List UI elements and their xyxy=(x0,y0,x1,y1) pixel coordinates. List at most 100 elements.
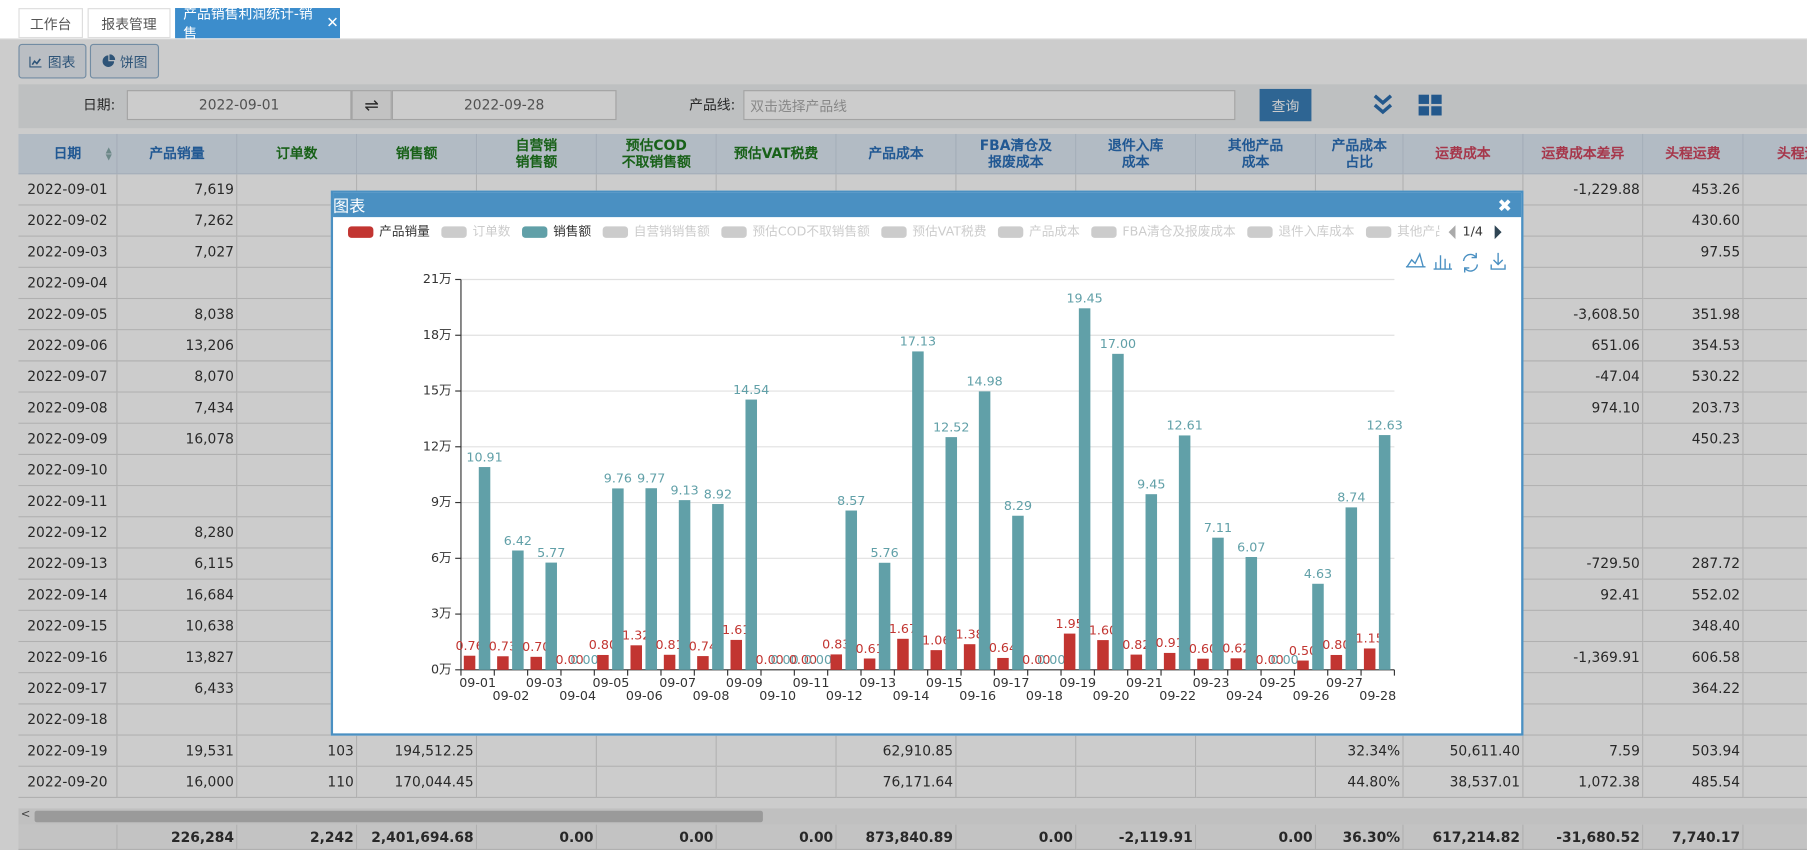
scroll-thumb[interactable] xyxy=(34,810,763,823)
column-header[interactable]: 运费成本差异 xyxy=(1523,133,1644,175)
scroll-arrow[interactable]: < xyxy=(20,808,31,822)
column-header[interactable]: 预估COD 不取销售额 xyxy=(596,133,717,175)
table-cell: 354.53 xyxy=(1643,330,1744,362)
data-label: 9.76 xyxy=(604,471,632,486)
table-cell xyxy=(956,766,1077,799)
collapse-icon[interactable] xyxy=(1371,92,1394,117)
table-cell: 530.22 xyxy=(1643,361,1744,393)
total-cell: 36.30% xyxy=(1316,824,1404,850)
tab[interactable]: 工作台 xyxy=(18,8,83,39)
data-label: 8.74 xyxy=(1337,490,1365,505)
bar xyxy=(878,562,891,670)
column-header[interactable]: 退件入库 成本 xyxy=(1076,133,1197,175)
tab[interactable]: 报表管理 xyxy=(87,8,171,39)
bar-tool[interactable] xyxy=(1433,255,1453,270)
bar xyxy=(745,399,758,670)
x-tick-label: 09-20 xyxy=(1093,688,1130,703)
legend: 产品销量 订单数 销售额 自营销销售额 预估COD不取销售额 预估VAT税费 产品成本 FBA… xyxy=(348,224,1524,239)
table-cell xyxy=(1643,517,1744,549)
table-cell: 2022-09-16 xyxy=(18,642,118,674)
data-label: 5.77 xyxy=(537,545,565,560)
legend-item[interactable]: 销售额 xyxy=(522,224,591,239)
pie-button[interactable]: 饼图 xyxy=(89,43,160,79)
data-label: 17.13 xyxy=(900,334,936,349)
legend-item[interactable]: 预估VAT税费 xyxy=(881,224,986,239)
chart-button[interactable]: 图表 xyxy=(18,43,87,79)
legend-item[interactable]: 其他产品成本 xyxy=(1365,224,1473,239)
y-tick-label: 6万 xyxy=(431,550,452,565)
legend-next[interactable] xyxy=(1494,225,1502,240)
legend-label: 产品销量 xyxy=(379,224,430,239)
column-header[interactable]: 产品成本 占比 xyxy=(1316,133,1404,175)
data-label: 12.63 xyxy=(1367,417,1403,432)
table-cell xyxy=(1523,267,1644,300)
legend-item[interactable]: 退件入库成本 xyxy=(1485,224,1524,239)
column-header[interactable]: 销售额 xyxy=(357,133,478,175)
total-cell: 2,242 xyxy=(237,824,358,850)
date-to-input[interactable]: 2022-09-28 xyxy=(391,90,617,121)
legend-item[interactable]: 产品成本 xyxy=(997,224,1080,239)
column-header[interactable]: 订单数 xyxy=(237,133,358,175)
table-cell xyxy=(1523,455,1644,487)
tab-active[interactable]: 产品销售利润统计-销售 ✕ xyxy=(175,6,340,42)
bar xyxy=(678,500,691,670)
modal-close[interactable]: ✖ xyxy=(1497,194,1512,216)
column-header[interactable]: 运费成本 xyxy=(1403,133,1524,175)
data-label: 5.76 xyxy=(870,545,898,560)
legend-swatch xyxy=(881,226,907,238)
column-header[interactable]: 产品销量 xyxy=(117,133,238,175)
column-header[interactable]: 头程运费 xyxy=(1743,133,1807,175)
sort-icon[interactable]: ▲ ▼ xyxy=(105,145,112,162)
column-header[interactable]: 自营销 销售额 xyxy=(477,133,597,175)
total-cell: 873,840.89 xyxy=(836,824,957,850)
table-cell: 103 xyxy=(237,735,358,767)
legend-item[interactable]: 退件入库成本 xyxy=(1247,224,1355,239)
legend-item[interactable]: FBA清仓及报废成本 xyxy=(1091,224,1236,239)
bar xyxy=(463,655,476,670)
table-cell: 2022-09-05 xyxy=(18,299,118,331)
table-cell xyxy=(1743,392,1807,424)
swap-button[interactable]: ⇌ xyxy=(351,90,392,121)
save-tool[interactable] xyxy=(1490,252,1506,270)
toolbox xyxy=(1405,252,1506,273)
table-cell: 16,078 xyxy=(117,423,238,456)
table-cell xyxy=(716,766,837,799)
table-cell: 453.26 xyxy=(1643,174,1744,206)
data-label: 1.06 xyxy=(922,632,950,647)
bar xyxy=(963,644,976,670)
legend-item[interactable]: 订单数 xyxy=(441,224,511,239)
legend-item[interactable]: 产品销量 xyxy=(348,224,430,239)
tab-close[interactable]: ✕ xyxy=(326,14,339,32)
total-cell: 0.00 xyxy=(956,824,1077,850)
column-header[interactable]: 其他产品 成本 xyxy=(1196,133,1317,175)
date-from-input[interactable]: 2022-09-01 xyxy=(126,90,352,121)
table-cell xyxy=(956,735,1077,767)
y-tick-label: 18万 xyxy=(423,327,452,342)
legend-item[interactable]: 自营销销售额 xyxy=(602,224,710,239)
table-cell xyxy=(1743,610,1807,643)
data-label: 1.38 xyxy=(956,626,984,641)
column-header[interactable]: 产品成本 xyxy=(836,133,957,175)
column-header[interactable]: 头程运费 xyxy=(1643,133,1744,175)
legend-prev[interactable] xyxy=(1448,225,1456,240)
column-header[interactable]: 日期 ▲ ▼ xyxy=(18,133,118,175)
product-line-input[interactable]: 双击选择产品线 xyxy=(743,90,1236,121)
icon xyxy=(29,56,43,67)
x-tick-label: 09-28 xyxy=(1359,688,1396,703)
table-cell xyxy=(1743,423,1807,456)
bar xyxy=(478,467,491,670)
table-cell: -1,229.88 xyxy=(1523,174,1644,206)
refresh-tool[interactable] xyxy=(1462,252,1479,273)
column-header[interactable]: 预估VAT税费 xyxy=(716,133,837,175)
scrollbar[interactable]: < xyxy=(18,808,1807,825)
bar xyxy=(1130,654,1143,670)
table-cell: 2022-09-07 xyxy=(18,361,118,393)
total-cell: 0.00 xyxy=(716,824,837,850)
line-tool[interactable] xyxy=(1405,252,1426,268)
legend-item[interactable]: 预估COD不取销售额 xyxy=(721,224,870,239)
layout-icon[interactable] xyxy=(1417,94,1442,117)
column-header[interactable]: FBA清仓及 报废成本 xyxy=(956,133,1077,175)
y-tick-label: 3万 xyxy=(431,606,452,621)
query-button[interactable]: 查询 xyxy=(1259,88,1312,122)
table-cell: 503.94 xyxy=(1643,735,1744,767)
